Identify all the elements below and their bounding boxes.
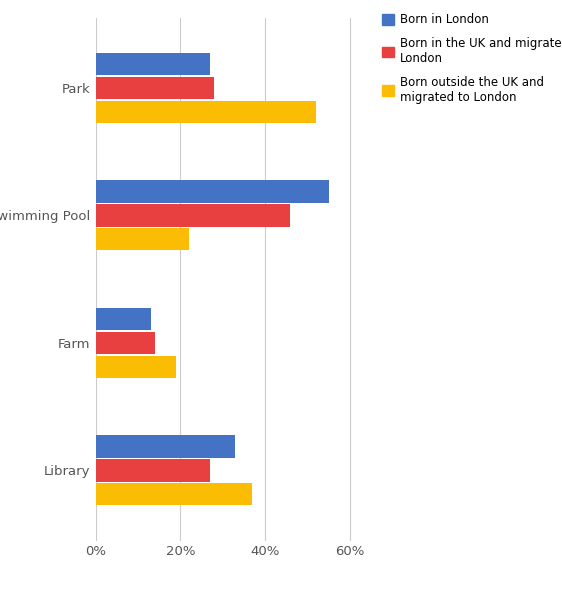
Bar: [96, 228, 189, 251]
Bar: [96, 53, 210, 75]
Bar: [96, 101, 316, 123]
Bar: [96, 77, 214, 99]
Bar: [96, 483, 252, 505]
Bar: [96, 356, 176, 378]
Bar: [96, 459, 210, 482]
Bar: [96, 181, 329, 203]
Bar: [96, 435, 235, 457]
Bar: [96, 204, 291, 226]
Bar: [96, 332, 155, 354]
Legend: Born in London, Born in the UK and migrated to
London, Born outside the UK and
m: Born in London, Born in the UK and migra…: [382, 13, 562, 103]
Bar: [96, 308, 151, 330]
